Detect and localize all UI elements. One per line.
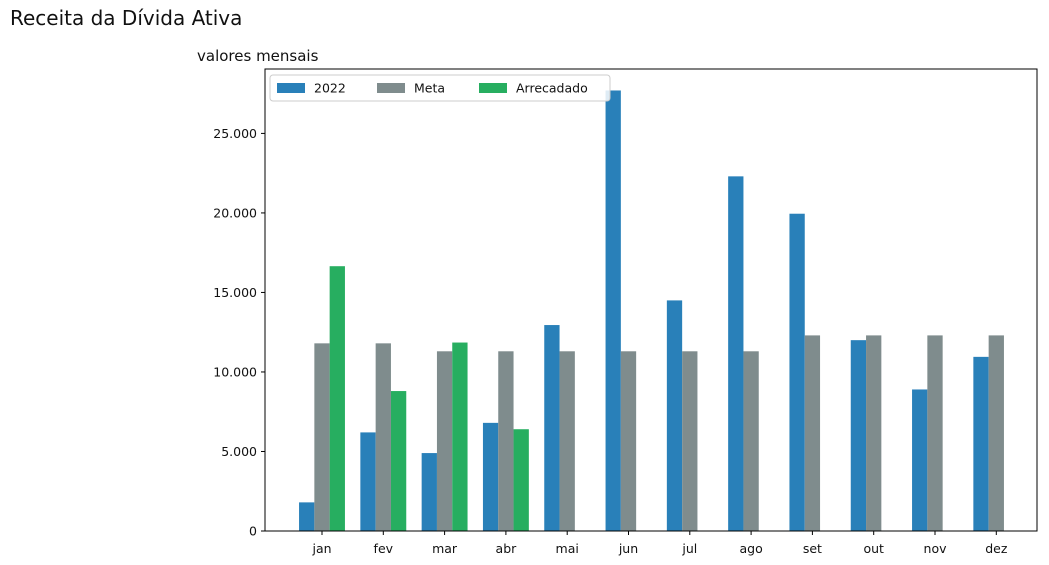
legend-box [269, 74, 611, 102]
plot-frame [264, 68, 1038, 532]
y-axis: 0 5.000 10.000 15.000 20.000 25.000 [213, 126, 265, 539]
bar-meta-dez [988, 335, 1004, 531]
bar-2022-out [850, 340, 867, 531]
y-tick-label: 20.000 [213, 205, 257, 220]
bar-meta-set [804, 335, 821, 531]
legend-swatch-meta [377, 83, 405, 93]
bar-meta-nov [927, 335, 943, 531]
legend-label-2022: 2022 [314, 81, 346, 96]
bar-meta-mar [436, 351, 453, 531]
x-axis: jan fev mar abr mai jun jul ago set out nov dez [311, 531, 1008, 556]
bar-2022-nov [912, 389, 928, 531]
bar-meta-abr [498, 351, 514, 531]
y-tick-label: 25.000 [213, 126, 257, 141]
bar-meta-mai [559, 351, 575, 531]
bar-arrecadado-fev [390, 391, 407, 531]
bar-arrecadado-jan [329, 266, 345, 531]
bar-2022-mar [421, 453, 437, 531]
bar-2022-jun [605, 90, 621, 531]
x-tick-label-fev: fev [374, 541, 394, 556]
bar-2022-ago [728, 176, 744, 531]
x-tick-label-abr: abr [496, 541, 518, 556]
bar-2022-jul [666, 300, 683, 531]
y-tick-label: 15.000 [213, 285, 257, 300]
x-tick-label-ago: ago [739, 541, 762, 556]
bar-2022-set [789, 213, 805, 531]
bar-2022-dez [973, 356, 989, 531]
bar-meta-ago [743, 351, 759, 531]
bar-meta-fev [375, 343, 391, 531]
bar-2022-mai [544, 325, 560, 531]
legend-swatch-arrecadado [479, 83, 507, 93]
bar-meta-out [866, 335, 882, 531]
bar-meta-jul [682, 351, 698, 531]
bar-arrecadado-mar [452, 342, 468, 531]
x-tick-label-out: out [863, 541, 884, 556]
x-tick-label-mar: mar [432, 541, 458, 556]
x-tick-label-dez: dez [985, 541, 1008, 556]
x-tick-label-jul: jul [681, 541, 697, 556]
chart-title: valores mensais [197, 47, 319, 65]
bar-arrecadado-abr [513, 429, 529, 531]
y-tick-label: 5.000 [221, 444, 257, 459]
bar-2022-fev [360, 432, 376, 531]
x-tick-label-jan: jan [311, 541, 331, 556]
y-tick-label: 0 [249, 524, 257, 539]
bar-meta-jun [620, 351, 637, 531]
figure-title: Receita da Dívida Ativa [10, 6, 242, 30]
legend-label-meta: Meta [414, 81, 445, 96]
legend: 2022 Meta Arrecadado [269, 74, 611, 102]
legend-label-arrecadado: Arrecadado [516, 81, 588, 96]
bar-2022-abr [482, 422, 499, 531]
bar-2022-jan [299, 502, 315, 531]
bar-meta-jan [314, 343, 330, 531]
bar-layer [299, 90, 1004, 531]
legend-swatch-2022 [277, 83, 305, 93]
x-tick-label-nov: nov [924, 541, 948, 556]
x-tick-label-set: set [803, 541, 822, 556]
x-tick-label-mai: mai [556, 541, 579, 556]
x-tick-label-jun: jun [618, 541, 638, 556]
y-tick-label: 10.000 [213, 364, 257, 379]
